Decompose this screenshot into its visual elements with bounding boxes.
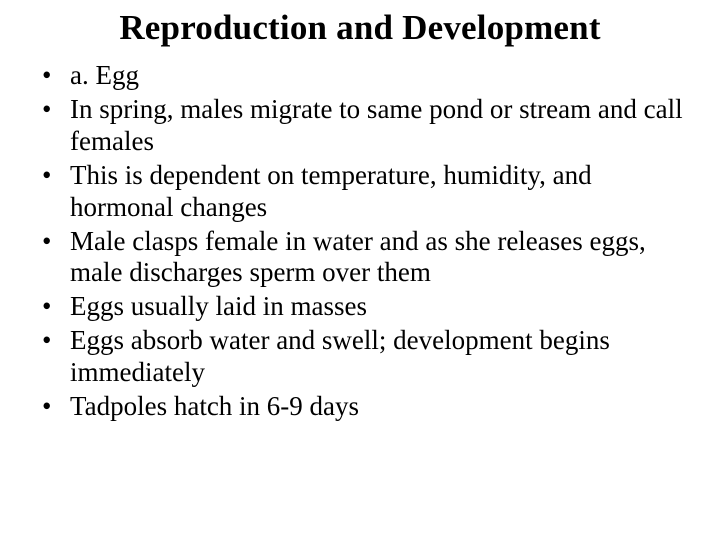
list-item: This is dependent on temperature, humidi… xyxy=(36,160,690,224)
list-item: Tadpoles hatch in 6-9 days xyxy=(36,391,690,423)
list-item: Male clasps female in water and as she r… xyxy=(36,226,690,290)
bullet-list: a. Egg In spring, males migrate to same … xyxy=(30,60,690,422)
slide-title: Reproduction and Development xyxy=(30,8,690,48)
list-item: In spring, males migrate to same pond or… xyxy=(36,94,690,158)
list-item: Eggs absorb water and swell; development… xyxy=(36,325,690,389)
slide: Reproduction and Development a. Egg In s… xyxy=(0,0,720,540)
list-item: Eggs usually laid in masses xyxy=(36,291,690,323)
list-item: a. Egg xyxy=(36,60,690,92)
